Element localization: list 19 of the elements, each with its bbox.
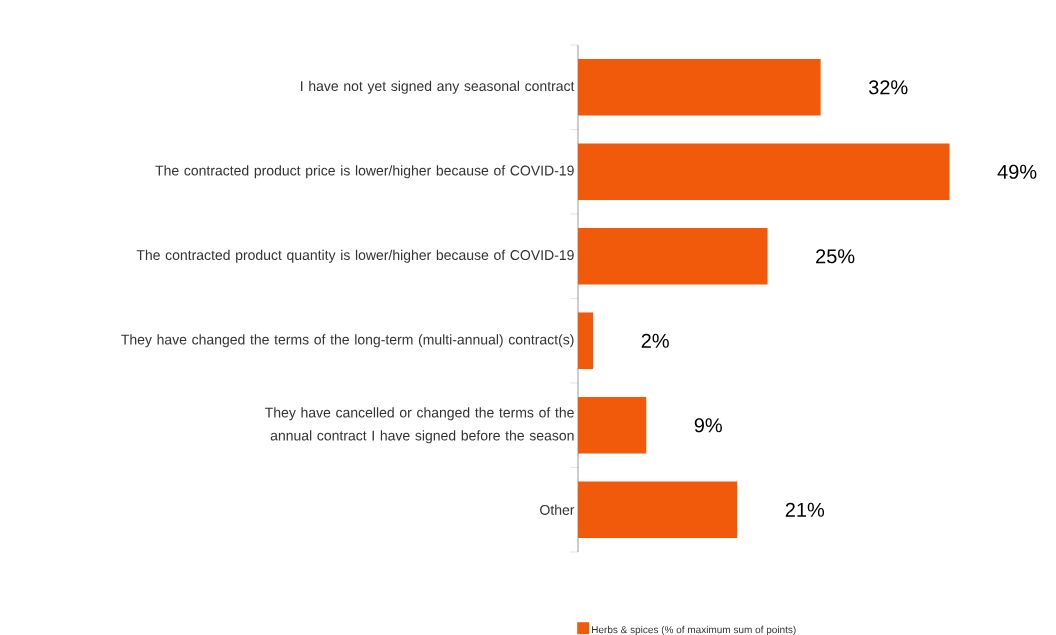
bar — [578, 396, 647, 454]
bar — [578, 312, 594, 370]
y-tick-label: I have not yet signed any seasonal contract — [301, 80, 575, 94]
y-tick-label: They have changed the terms of the long-term (multi-annual) contract(s) — [121, 334, 574, 348]
y-tick-label: The contracted product quantity is lower/higher because of COVID-19 — [136, 249, 574, 263]
y-tick-label: They have cancelled or changed the terms of the annual contract I have signed before the season — [265, 407, 574, 444]
data-label: 21% — [785, 502, 825, 517]
y-tick-label: Other — [540, 504, 575, 515]
bar — [578, 227, 768, 285]
data-label: 49% — [997, 164, 1037, 179]
data-label: 9% — [694, 418, 722, 433]
bar — [578, 58, 821, 116]
y-tick-label: The contracted product price is lower/higher because of COVID-19 — [155, 165, 574, 179]
legend-label: Herbs & spices (% of maximum sum of points) — [592, 625, 796, 635]
bar — [578, 143, 950, 201]
bar — [578, 481, 738, 539]
data-label: 25% — [816, 249, 855, 264]
data-label: 32% — [868, 80, 908, 95]
data-label: 2% — [641, 333, 669, 348]
